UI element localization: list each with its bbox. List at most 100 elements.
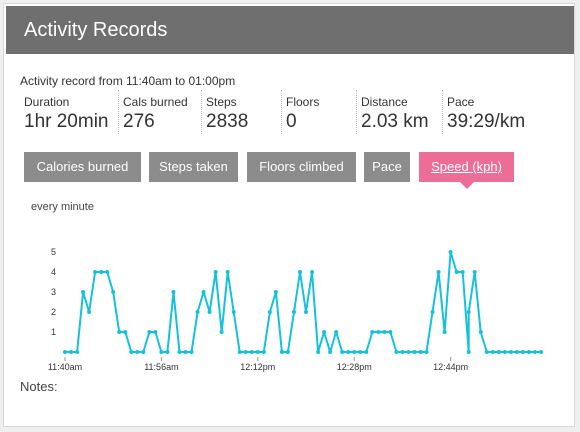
data-point[interactable] bbox=[201, 290, 206, 294]
data-point[interactable] bbox=[472, 270, 477, 274]
data-point[interactable] bbox=[520, 350, 525, 354]
data-point[interactable] bbox=[273, 290, 278, 294]
data-point[interactable] bbox=[207, 310, 212, 314]
data-point[interactable] bbox=[171, 290, 176, 294]
interval-label: every minute bbox=[31, 201, 94, 213]
data-point[interactable] bbox=[412, 350, 417, 354]
data-point[interactable] bbox=[316, 350, 321, 354]
data-point[interactable] bbox=[75, 350, 80, 354]
data-point[interactable] bbox=[117, 330, 122, 334]
data-point[interactable] bbox=[442, 330, 447, 334]
y-tick-label: 5 bbox=[51, 247, 56, 257]
data-point[interactable] bbox=[219, 330, 224, 334]
data-point[interactable] bbox=[370, 330, 375, 334]
data-point[interactable] bbox=[376, 330, 381, 334]
data-point[interactable] bbox=[526, 350, 531, 354]
data-point[interactable] bbox=[129, 350, 134, 354]
data-point[interactable] bbox=[514, 350, 519, 354]
data-point[interactable] bbox=[454, 270, 459, 274]
series-line bbox=[65, 251, 541, 353]
stat-label: Steps bbox=[206, 95, 237, 109]
data-point[interactable] bbox=[279, 350, 284, 354]
data-point[interactable] bbox=[532, 350, 537, 354]
y-tick-label: 3 bbox=[51, 287, 56, 297]
data-point[interactable] bbox=[165, 350, 170, 354]
data-point[interactable] bbox=[358, 350, 363, 354]
data-point[interactable] bbox=[539, 350, 543, 354]
stat-value: 0 bbox=[286, 111, 297, 132]
tab-steps-taken[interactable]: Steps taken bbox=[149, 152, 238, 182]
tab-speed[interactable]: Speed (kph) bbox=[419, 152, 514, 189]
data-point[interactable] bbox=[87, 310, 92, 314]
data-point[interactable] bbox=[231, 310, 236, 314]
data-point[interactable] bbox=[159, 350, 164, 354]
data-point[interactable] bbox=[189, 350, 194, 354]
tab-floors-climbed[interactable]: Floors climbed bbox=[247, 152, 356, 182]
series-points bbox=[63, 250, 543, 354]
data-point[interactable] bbox=[508, 350, 513, 354]
data-point[interactable] bbox=[183, 350, 188, 354]
data-point[interactable] bbox=[123, 330, 128, 334]
y-axis: 1 2 3 4 5 bbox=[51, 247, 56, 337]
data-point[interactable] bbox=[388, 330, 393, 334]
data-point[interactable] bbox=[291, 310, 296, 314]
y-tick-label: 4 bbox=[51, 267, 56, 277]
data-point[interactable] bbox=[249, 350, 254, 354]
data-point[interactable] bbox=[448, 250, 453, 254]
stat-floors: Floors 0 bbox=[281, 90, 357, 134]
data-point[interactable] bbox=[81, 290, 86, 294]
data-point[interactable] bbox=[225, 270, 230, 274]
data-point[interactable] bbox=[297, 270, 302, 274]
data-point[interactable] bbox=[424, 350, 429, 354]
tab-pace[interactable]: Pace bbox=[364, 152, 410, 182]
card-title: Activity Records bbox=[6, 6, 574, 54]
data-point[interactable] bbox=[418, 350, 423, 354]
data-point[interactable] bbox=[322, 330, 327, 334]
data-point[interactable] bbox=[484, 350, 489, 354]
data-point[interactable] bbox=[63, 350, 67, 354]
data-point[interactable] bbox=[147, 330, 152, 334]
data-point[interactable] bbox=[430, 310, 435, 314]
data-point[interactable] bbox=[340, 350, 345, 354]
data-point[interactable] bbox=[502, 350, 507, 354]
data-point[interactable] bbox=[177, 350, 182, 354]
data-point[interactable] bbox=[267, 310, 272, 314]
data-point[interactable] bbox=[243, 350, 248, 354]
data-point[interactable] bbox=[99, 270, 104, 274]
data-point[interactable] bbox=[213, 270, 218, 274]
data-point[interactable] bbox=[261, 350, 266, 354]
data-point[interactable] bbox=[285, 350, 290, 354]
data-point[interactable] bbox=[382, 330, 387, 334]
data-point[interactable] bbox=[105, 270, 110, 274]
data-point[interactable] bbox=[304, 310, 309, 314]
data-point[interactable] bbox=[460, 270, 465, 274]
data-point[interactable] bbox=[466, 350, 471, 354]
stat-label: Distance bbox=[361, 95, 408, 109]
data-point[interactable] bbox=[328, 350, 333, 354]
data-point[interactable] bbox=[400, 350, 405, 354]
data-point[interactable] bbox=[352, 350, 357, 354]
data-point[interactable] bbox=[135, 350, 140, 354]
data-point[interactable] bbox=[141, 350, 146, 354]
data-point[interactable] bbox=[195, 310, 200, 314]
stat-value: 276 bbox=[123, 111, 155, 132]
data-point[interactable] bbox=[334, 330, 339, 334]
data-point[interactable] bbox=[346, 350, 351, 354]
data-point[interactable] bbox=[69, 350, 74, 354]
data-point[interactable] bbox=[237, 350, 242, 354]
data-point[interactable] bbox=[406, 350, 411, 354]
data-point[interactable] bbox=[93, 270, 98, 274]
data-point[interactable] bbox=[490, 350, 495, 354]
data-point[interactable] bbox=[436, 270, 441, 274]
data-point[interactable] bbox=[394, 350, 399, 354]
data-point[interactable] bbox=[111, 290, 116, 294]
data-point[interactable] bbox=[496, 350, 501, 354]
data-point[interactable] bbox=[153, 330, 158, 334]
data-point[interactable] bbox=[310, 270, 315, 274]
y-tick-label: 2 bbox=[51, 307, 56, 317]
data-point[interactable] bbox=[255, 350, 260, 354]
data-point[interactable] bbox=[466, 310, 471, 314]
data-point[interactable] bbox=[364, 350, 369, 354]
tab-calories-burned[interactable]: Calories burned bbox=[24, 152, 141, 182]
data-point[interactable] bbox=[478, 330, 483, 334]
